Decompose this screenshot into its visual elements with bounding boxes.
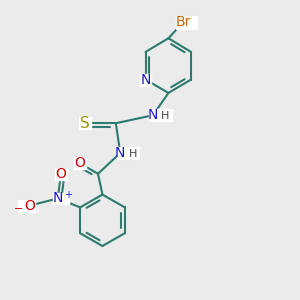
Text: O: O (56, 167, 66, 182)
Bar (149, 109, 172, 121)
Text: O: O (24, 199, 35, 213)
Bar (53, 193, 69, 204)
Text: H: H (161, 111, 170, 121)
Bar (117, 147, 139, 159)
Text: H: H (129, 148, 137, 159)
Text: S: S (80, 116, 89, 131)
Bar (176, 16, 197, 29)
Text: −: − (14, 204, 23, 214)
Text: O: O (75, 156, 86, 170)
Bar (19, 200, 35, 211)
Text: N: N (53, 191, 63, 206)
Text: N: N (148, 108, 158, 122)
Text: +: + (64, 190, 72, 200)
Bar (74, 158, 86, 169)
Text: Br: Br (176, 15, 191, 29)
Text: N: N (140, 73, 151, 87)
Bar (140, 74, 152, 86)
Text: N: N (115, 146, 125, 160)
Bar (79, 117, 91, 129)
Bar (55, 168, 67, 180)
